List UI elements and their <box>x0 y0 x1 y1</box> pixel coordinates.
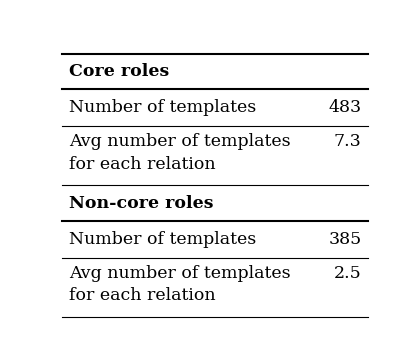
Text: Number of templates: Number of templates <box>69 231 256 248</box>
Text: 7.3: 7.3 <box>334 134 362 150</box>
Text: 483: 483 <box>328 99 362 116</box>
Text: 2.5: 2.5 <box>334 265 362 282</box>
Text: Non-core roles: Non-core roles <box>69 195 213 211</box>
Text: Core roles: Core roles <box>69 63 169 80</box>
Text: Avg number of templates
for each relation: Avg number of templates for each relatio… <box>69 265 290 304</box>
Text: 385: 385 <box>328 231 362 248</box>
Text: Avg number of templates
for each relation: Avg number of templates for each relatio… <box>69 134 290 173</box>
Text: Number of templates: Number of templates <box>69 99 256 116</box>
